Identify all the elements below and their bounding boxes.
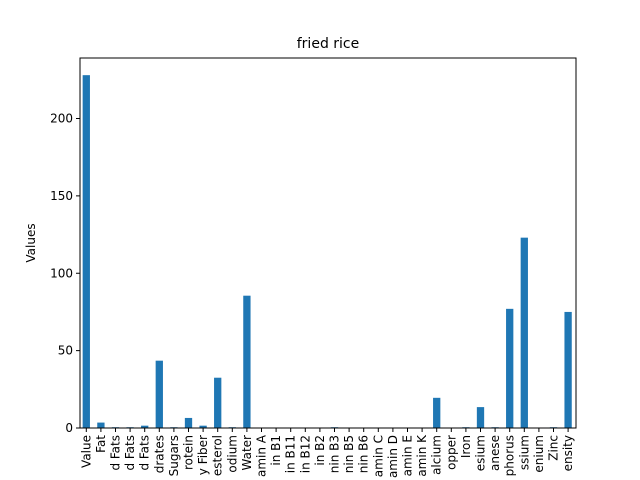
x-tick-label-24: alcium xyxy=(430,435,444,475)
chart-title: fried rice xyxy=(297,36,359,52)
bar-9 xyxy=(214,377,222,428)
x-tick-label-23: amin K xyxy=(415,434,429,477)
x-tick-label-18: nin B5 xyxy=(342,435,356,473)
x-tick-label-32: Zinc xyxy=(547,435,561,461)
bar-7 xyxy=(184,417,193,428)
x-tick-label-19: nin B6 xyxy=(357,435,371,473)
x-tick-label-28: anese xyxy=(488,435,502,471)
x-tick-label-8: y Fiber xyxy=(196,435,210,475)
x-tick-label-15: in B12 xyxy=(298,435,312,473)
x-tick-label-29: phorus xyxy=(503,435,517,476)
x-tick-label-20: amin C xyxy=(371,435,385,477)
bar-8 xyxy=(199,425,207,428)
x-tick-label-33: ensity xyxy=(561,435,575,471)
bar-4 xyxy=(141,425,149,428)
x-tick-label-9: esterol xyxy=(211,435,225,476)
x-tick-label-16: in B2 xyxy=(313,435,327,466)
bar-30 xyxy=(520,237,528,428)
x-tick-label-7: rotein xyxy=(182,435,196,470)
x-tick-label-25: opper xyxy=(444,435,458,470)
y-axis-label: Values xyxy=(24,223,38,262)
y-tick-label-4: 200 xyxy=(50,112,73,126)
y-tick-label-2: 100 xyxy=(50,266,73,280)
x-tick-label-5: drates xyxy=(152,435,166,473)
x-tick-label-17: nin B3 xyxy=(328,435,342,473)
x-tick-label-2: d Fats xyxy=(109,435,123,471)
x-tick-label-22: amin E xyxy=(401,435,415,476)
plot-frame xyxy=(79,57,577,429)
bar-11 xyxy=(243,295,251,428)
x-tick-label-31: enium xyxy=(532,435,546,473)
bar-24 xyxy=(433,397,441,428)
bars-group xyxy=(82,75,572,429)
x-tick-label-6: Sugars xyxy=(167,435,181,476)
bar-27 xyxy=(476,407,485,428)
y-tick-label-0: 0 xyxy=(65,421,73,435)
x-tick-label-12: amin A xyxy=(255,434,269,477)
y-tick-label-3: 150 xyxy=(50,189,73,203)
x-tick-label-0: Value xyxy=(79,435,93,468)
x-tick-label-27: esium xyxy=(474,435,488,471)
y-tick-label-1: 50 xyxy=(58,344,73,358)
x-tick-label-4: d Fats xyxy=(138,435,152,471)
x-axis: Value Fat d Fats d Fats d Fats drates Sugars ro… xyxy=(79,428,575,478)
x-tick-label-13: in B1 xyxy=(269,435,283,466)
x-tick-label-21: amin D xyxy=(386,435,400,478)
x-tick-label-10: odium xyxy=(225,435,239,473)
x-tick-label-1: Fat xyxy=(94,435,108,453)
x-tick-label-11: Water xyxy=(240,435,254,471)
bar-33 xyxy=(564,311,572,428)
bar-1 xyxy=(97,422,105,428)
x-tick-label-30: ssium xyxy=(517,435,531,470)
bar-29 xyxy=(506,308,514,428)
x-tick-label-14: in B11 xyxy=(284,435,298,473)
y-axis: 0 50 100 150 200 xyxy=(50,112,80,435)
x-tick-label-3: d Fats xyxy=(123,435,137,471)
bar-5 xyxy=(155,360,163,428)
x-tick-label-26: Iron xyxy=(459,435,473,458)
bar-0 xyxy=(82,75,90,429)
